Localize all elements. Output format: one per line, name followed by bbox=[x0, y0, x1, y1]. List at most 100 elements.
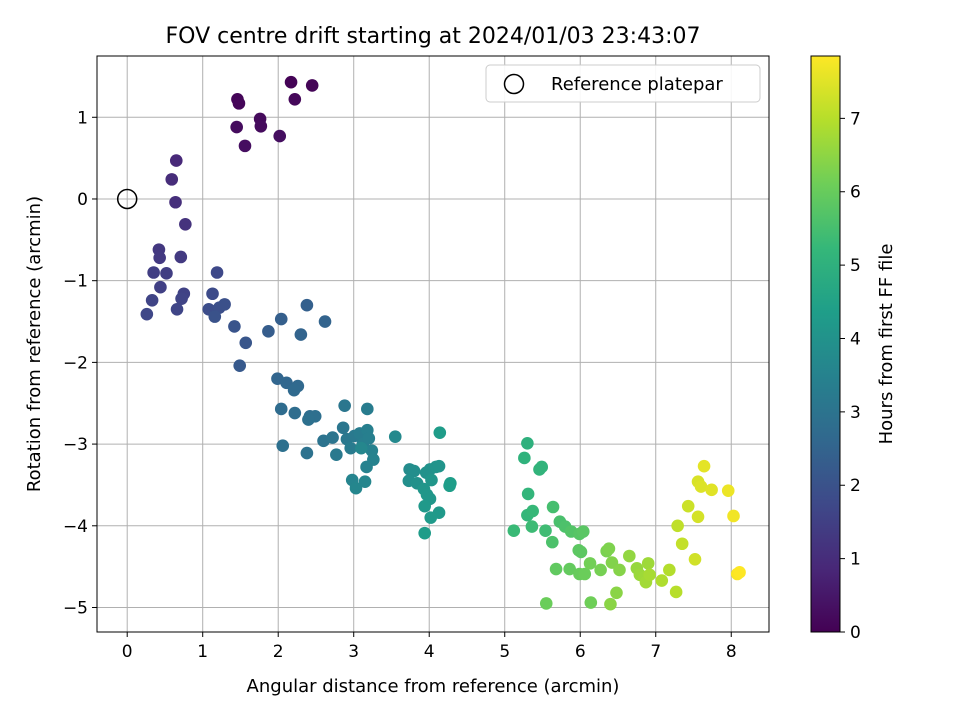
reference-marker bbox=[116, 188, 138, 210]
scatter-point bbox=[300, 446, 314, 460]
scatter-point bbox=[174, 250, 188, 264]
colorbar-tick-label: 2 bbox=[850, 476, 861, 496]
scatter-point bbox=[153, 251, 166, 265]
scatter-point bbox=[535, 460, 549, 474]
scatter-point bbox=[169, 195, 182, 209]
scatter-point bbox=[232, 97, 246, 110]
scatter-point bbox=[262, 325, 275, 338]
gridlines bbox=[97, 56, 769, 632]
scatter-point bbox=[273, 129, 287, 143]
scatter-point bbox=[443, 479, 456, 493]
scatter-point bbox=[361, 402, 374, 416]
scatter-point bbox=[175, 292, 188, 305]
scatter-point bbox=[643, 568, 657, 582]
scatter-point bbox=[432, 459, 446, 473]
colorbar-tick-label: 0 bbox=[850, 623, 861, 643]
scatter-point bbox=[539, 524, 552, 537]
x-tick-label: 7 bbox=[650, 642, 661, 662]
x-tick-label: 1 bbox=[197, 642, 208, 662]
y-tick-label: 1 bbox=[77, 108, 88, 128]
scatter-point bbox=[418, 526, 431, 540]
scatter-point bbox=[338, 399, 351, 412]
colorbar-tick-label: 1 bbox=[850, 550, 861, 570]
colorbar-tick-label: 5 bbox=[850, 256, 861, 276]
scatter-point bbox=[360, 460, 373, 474]
scatter-point bbox=[276, 439, 290, 453]
scatter-point bbox=[239, 336, 253, 350]
scatter-point bbox=[300, 298, 314, 312]
scatter-point bbox=[170, 302, 184, 316]
x-tick-label: 3 bbox=[348, 642, 359, 662]
scatter-point bbox=[663, 563, 676, 577]
plot-frame bbox=[96, 55, 770, 633]
scatter-point bbox=[539, 597, 553, 610]
scatter-point bbox=[691, 510, 705, 524]
scatter-point bbox=[623, 549, 636, 563]
scatter-point bbox=[388, 430, 402, 444]
x-tick-label: 2 bbox=[273, 642, 284, 662]
scatter-point bbox=[576, 525, 590, 538]
scatter-point bbox=[727, 509, 740, 523]
x-tick-label: 4 bbox=[424, 642, 435, 662]
x-axis-label: Angular distance from reference (arcmin) bbox=[247, 676, 620, 697]
scatter-point bbox=[179, 218, 192, 231]
scatter-point bbox=[721, 484, 735, 497]
y-tick-label: −3 bbox=[63, 435, 88, 455]
colorbar-tick-label: 6 bbox=[850, 183, 861, 203]
y-tick-label: −4 bbox=[63, 517, 88, 537]
y-tick-label: −2 bbox=[63, 353, 88, 373]
x-tick-label: 8 bbox=[726, 642, 737, 662]
chart-title: FOV centre drift starting at 2024/01/03 … bbox=[166, 24, 701, 49]
scatter-point bbox=[407, 464, 421, 478]
y-tick-label: 0 bbox=[77, 190, 88, 210]
scatter-point bbox=[344, 441, 357, 455]
scatter-point bbox=[284, 75, 298, 89]
y-tick-label: −5 bbox=[63, 598, 88, 618]
scatter-point bbox=[697, 459, 711, 473]
scatter-point bbox=[305, 79, 319, 92]
scatter-point bbox=[238, 139, 252, 153]
scatter-point bbox=[233, 359, 247, 372]
scatter-point bbox=[594, 563, 607, 577]
legend-marker-icon bbox=[503, 73, 525, 95]
colorbar-tick-label: 3 bbox=[850, 403, 861, 423]
scatter-point bbox=[418, 499, 431, 513]
x-tick-label: 6 bbox=[575, 642, 586, 662]
scatter-point bbox=[583, 557, 597, 570]
scatter-point bbox=[287, 383, 301, 397]
scatter-point bbox=[433, 426, 447, 439]
scatter-point bbox=[210, 266, 224, 279]
scatter-points bbox=[140, 75, 746, 611]
scatter-point bbox=[681, 499, 695, 513]
scatter-point bbox=[425, 473, 438, 487]
scatter-point bbox=[549, 562, 563, 576]
scatter-point bbox=[604, 597, 617, 611]
scatter-point bbox=[228, 320, 241, 333]
scatter-point bbox=[140, 307, 154, 321]
colorbar bbox=[810, 55, 841, 633]
scatter-point bbox=[563, 562, 576, 576]
scatter-point bbox=[602, 542, 616, 555]
x-tick-label: 5 bbox=[499, 642, 510, 662]
scatter-point bbox=[424, 511, 438, 524]
scatter-point bbox=[288, 93, 302, 106]
scatter-point bbox=[160, 267, 173, 280]
scatter-point bbox=[584, 596, 598, 609]
scatter-point bbox=[154, 280, 167, 294]
x-axis-ticks: 0 1 2 3 4 5 6 7 8 bbox=[122, 632, 737, 662]
x-tick-label: 0 bbox=[122, 642, 133, 662]
scatter-point bbox=[147, 266, 160, 279]
scatter-point bbox=[230, 120, 243, 134]
scatter-point bbox=[362, 432, 376, 445]
scatter-point bbox=[274, 312, 288, 326]
scatter-point bbox=[525, 520, 539, 533]
scatter-point bbox=[206, 287, 219, 301]
legend-box bbox=[485, 64, 761, 103]
legend: Reference platepar bbox=[485, 64, 761, 103]
scatter-point bbox=[521, 487, 535, 501]
scatter-point bbox=[254, 119, 268, 133]
scatter-point bbox=[694, 480, 708, 493]
scatter-point bbox=[330, 448, 343, 462]
scatter-point bbox=[302, 413, 315, 426]
